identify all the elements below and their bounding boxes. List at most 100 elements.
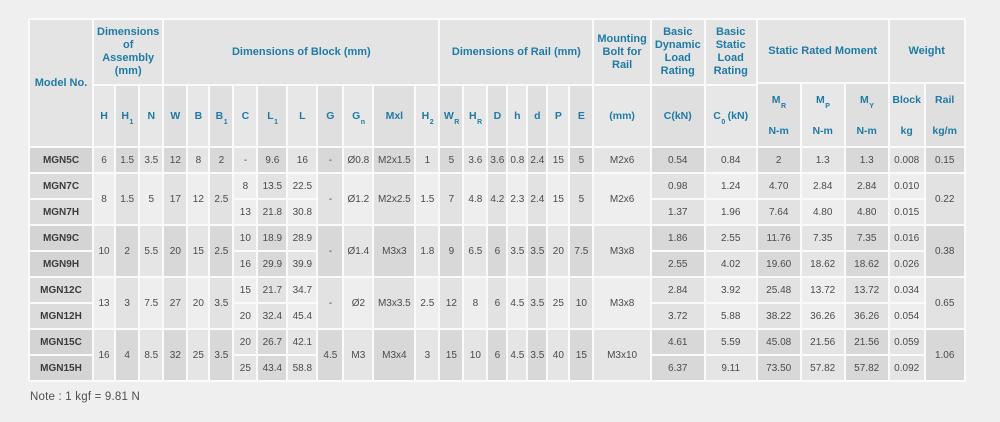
table-cell: 13.72: [845, 278, 888, 302]
table-cell: 4.02: [705, 252, 756, 276]
col-header-h: h: [508, 86, 527, 146]
table-cell: 7.35: [801, 226, 844, 250]
table-cell: M2x6: [594, 148, 650, 172]
table-cell: 11.76: [757, 226, 800, 250]
col-header-d: D: [488, 86, 507, 146]
table-cell: -: [318, 226, 343, 276]
col-header-gn: Gn: [344, 86, 373, 146]
table-cell: 8.5: [140, 330, 163, 380]
table-cell: 3.6: [464, 148, 487, 172]
table-cell: 38.22: [757, 304, 800, 328]
table-cell: 3.5: [210, 330, 233, 380]
table-cell: 20: [234, 304, 257, 328]
table-cell: 21.7: [258, 278, 287, 302]
table-cell: 6: [488, 226, 507, 276]
table-cell: 73.50: [757, 356, 800, 380]
table-row: MGN5C 6 1.5 3.5 12 8 2-9.6 16- Ø0.8 M2x1.5 1 5 3.6 3.…: [30, 148, 964, 172]
table-cell: 1.5: [416, 174, 439, 224]
unit-label-n-m: N-m: [768, 124, 789, 137]
table-cell: 16: [94, 330, 115, 380]
col-header-d: d: [528, 86, 547, 146]
table-cell: 15: [440, 330, 463, 380]
table-cell: 3.5: [210, 278, 233, 328]
table-row: MGN12H 20 32.4 45.4 3.72 5.88 38.22 36.26 36.26 0…: [30, 304, 964, 328]
table-cell: 32.4: [258, 304, 287, 328]
table-cell: 9: [440, 226, 463, 276]
stacked-label: MY N-m: [846, 84, 888, 146]
table-cell: 1.5: [116, 174, 139, 224]
table-cell: 15: [570, 330, 593, 380]
table-cell: 25: [234, 356, 257, 380]
col-header-mr-cell: MR N-m: [757, 84, 800, 146]
table-cell: 10: [234, 226, 257, 250]
table-cell: 5: [140, 174, 163, 224]
model-cell: MGN12H: [30, 304, 92, 328]
table-cell: 3.5: [508, 226, 527, 276]
subscript: R: [454, 119, 460, 127]
table-cell: 4.8: [464, 174, 487, 224]
table-cell: 7: [440, 174, 463, 224]
stacked-label: Rail kg/m: [926, 84, 964, 146]
subscript: 1: [129, 119, 134, 127]
table-cell: Ø2: [344, 278, 373, 328]
table-cell: 45.08: [757, 330, 800, 354]
table-cell: -: [318, 278, 343, 328]
table-cell: 12: [440, 278, 463, 328]
table-cell: 10: [94, 226, 115, 276]
table-row: MGN7H 13 21.8 30.8 1.37 1.96 7.64 4.80 4.80 0.015: [30, 200, 964, 224]
table-cell: 0.15: [925, 148, 964, 172]
table-cell: 58.8: [288, 356, 317, 380]
table-cell: 25: [548, 278, 569, 328]
table-cell: 16: [234, 252, 257, 276]
model-cell: MGN5C: [30, 148, 92, 172]
subscript: 0: [721, 119, 726, 127]
col-header-n: N: [140, 86, 163, 146]
col-header-g: G: [318, 86, 343, 146]
group-header-basic-dynamic-load-rating: Basic Dynamic Load Rating: [651, 20, 704, 84]
table-cell: 6.37: [651, 356, 704, 380]
table-cell: 2.5: [210, 174, 233, 224]
table-cell: 22.5: [288, 174, 317, 198]
col-header-c: C: [234, 86, 257, 146]
table-cell: 7.5: [140, 278, 163, 328]
table-cell: M3x3: [374, 226, 415, 276]
table-cell: 5: [440, 148, 463, 172]
table-cell: 0.054: [889, 304, 924, 328]
table-cell: -: [318, 174, 343, 224]
col-header-block-cell: Block kg: [889, 84, 924, 146]
table-cell: 30.8: [288, 200, 317, 224]
table-cell: 3.72: [651, 304, 704, 328]
unit-label-kg-m: kg/m: [932, 124, 957, 137]
table-cell: 7.5: [570, 226, 593, 276]
table-cell: 0.54: [651, 148, 704, 172]
col-header-mp-cell: MP N-m: [801, 84, 844, 146]
table-cell: 15: [188, 226, 209, 276]
subscript: R: [781, 102, 787, 110]
table-cell: 1.3: [845, 148, 888, 172]
model-cell: MGN9C: [30, 226, 92, 250]
model-cell: MGN15C: [30, 330, 92, 354]
table-cell: 7.64: [757, 200, 800, 224]
table-cell: 57.82: [845, 356, 888, 380]
table-cell: 2: [210, 148, 233, 172]
col-header-h1: H1: [116, 86, 139, 146]
table-cell: 19.60: [757, 252, 800, 276]
table-cell: 2.5: [210, 226, 233, 276]
table-cell: 16: [288, 148, 317, 172]
table-cell: -: [318, 148, 343, 172]
table-cell: 20: [188, 278, 209, 328]
table-cell: 2.55: [705, 226, 756, 250]
table-cell: Ø1.4: [344, 226, 373, 276]
table-cell: 13.5: [258, 174, 287, 198]
table-cell: 3.6: [488, 148, 507, 172]
table-cell: 0.010: [889, 174, 924, 198]
table-cell: 36.26: [845, 304, 888, 328]
table-cell: 2.55: [651, 252, 704, 276]
table-cell: 15: [548, 174, 569, 224]
table-cell: 25: [188, 330, 209, 380]
header-row-groups: Model No. Dimensions of Assembly (mm) Dime…: [30, 20, 964, 146]
table-cell: 2.3: [508, 174, 527, 224]
table-cell: 26.7: [258, 330, 287, 354]
table-cell: 9.6: [258, 148, 287, 172]
group-header-model-no: Model No.: [30, 20, 92, 146]
